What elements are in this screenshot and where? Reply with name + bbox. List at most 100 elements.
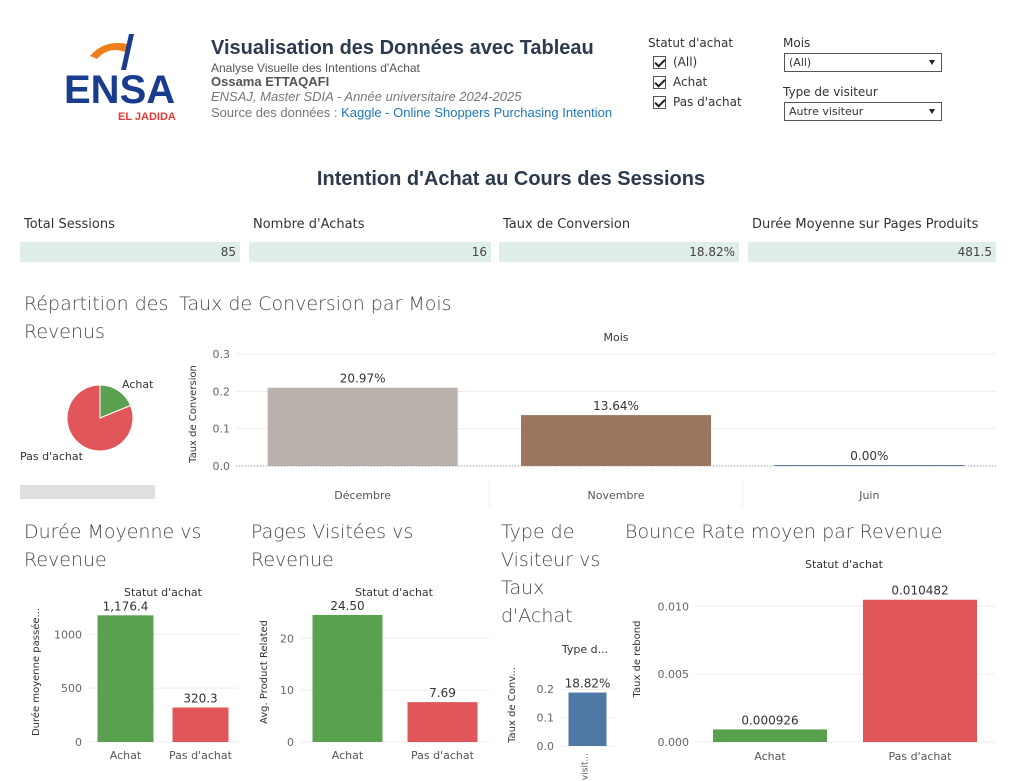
kpi-label-duree: Durée Moyenne sur Pages Produits xyxy=(752,217,979,232)
main-title: Intention d'Achat au Cours des Sessions xyxy=(316,168,706,190)
statut-option-pas-achat[interactable]: Pas d'achat xyxy=(653,92,742,112)
logo-stroke xyxy=(121,34,134,70)
visiteur-chart-title: Type de Visiteur vs Taux d'Achat xyxy=(501,521,601,627)
visiteur-filter-label: Type de visiteur xyxy=(783,85,878,99)
pie-chart-title: Répartition des Revenus xyxy=(24,293,169,343)
kpi-label-sessions: Total Sessions xyxy=(24,217,115,232)
chart-header: Statut d'achat xyxy=(124,586,203,599)
x-category-label: Achat xyxy=(754,750,786,763)
chart-header: Statut d'achat xyxy=(355,586,434,599)
y-tick-label: 0.1 xyxy=(213,423,231,436)
conversion-chart-title: Taux de Conversion par Mois xyxy=(179,293,452,315)
chevron-down-icon xyxy=(929,60,935,65)
bar-autre-visit-[interactable] xyxy=(568,692,607,746)
pie-scrollbar[interactable] xyxy=(20,485,155,499)
kpi-value-sessions: 85 xyxy=(20,242,240,262)
statut-option-all[interactable]: (All) xyxy=(653,52,742,72)
bounce-bar-chart: Statut d'achat 0.000 0.005 0.010 Taux de reb… xyxy=(632,558,995,763)
x-category-label: Achat xyxy=(332,749,364,762)
bar-novembre[interactable] xyxy=(521,415,711,466)
pages-chart-title: Pages Visitées vs Revenue xyxy=(251,521,414,571)
x-category-label: Pas d'achat xyxy=(411,749,475,762)
x-category-label: Achat xyxy=(110,749,142,762)
statut-filter: (All) Achat Pas d'achat xyxy=(653,52,742,112)
statut-option-achat[interactable]: Achat xyxy=(653,72,742,92)
ensa-logo: ENSA EL JADIDA xyxy=(60,32,185,127)
kpi-label-conversion: Taux de Conversion xyxy=(503,217,631,232)
logo-swoosh xyxy=(90,43,132,59)
bar-pas-d-achat[interactable] xyxy=(172,707,229,742)
pages-bar-chart: Statut d'achat 0 10 20 Avg. Product Related 2… xyxy=(259,586,490,762)
kpi-label-achats: Nombre d'Achats xyxy=(253,217,365,232)
pie-slice-achat[interactable] xyxy=(99,384,132,419)
data-source-link[interactable]: Kaggle - Online Shoppers Purchasing Inte… xyxy=(341,105,613,120)
statut-option-label: Pas d'achat xyxy=(673,95,742,109)
y-axis-label: Taux de Conversion xyxy=(188,365,199,464)
y-axis-label: Avg. Product Related xyxy=(259,620,270,724)
institution-line: ENSAJ, Master SDIA - Année universitaire… xyxy=(211,89,522,104)
y-tick-label: 0.3 xyxy=(213,348,231,361)
bar-data-label: 24.50 xyxy=(330,599,364,613)
y-axis-label: Taux de rebond xyxy=(632,621,643,699)
bar-d-cembre[interactable] xyxy=(267,387,458,466)
y-tick-label: 0.1 xyxy=(537,712,555,725)
checkbox-icon[interactable] xyxy=(653,95,666,109)
bar-data-label: 0.010482 xyxy=(891,584,948,598)
x-category-label: Décembre xyxy=(334,489,391,502)
y-tick-label: 0 xyxy=(75,736,82,749)
bar-pas-d-achat[interactable] xyxy=(863,599,977,742)
bar-data-label: 320.3 xyxy=(183,692,217,706)
logo-subtext: EL JADIDA xyxy=(118,111,176,123)
visiteur-dropdown[interactable]: Autre visiteur xyxy=(784,102,942,121)
x-category-label: Autre visit... xyxy=(581,753,591,781)
y-axis-label: Taux de Conv... xyxy=(507,667,518,744)
duree-bar-chart: Statut d'achat 0 500 1000 Durée moyenne pass… xyxy=(30,586,238,762)
x-category-label: Juin xyxy=(858,489,879,502)
pie-label-pas-achat: Pas d'achat xyxy=(20,450,84,463)
visiteur-bar-chart: Type d... 0.0 0.1 0.2 Taux de Conv... 18.82% A… xyxy=(507,643,615,781)
bar-achat[interactable] xyxy=(312,614,383,742)
dashboard-subtitle: Analyse Visuelle des Intentions d'Achat xyxy=(211,61,420,75)
visiteur-dropdown-value: Autre visiteur xyxy=(789,105,864,118)
bar-data-label: 7.69 xyxy=(429,686,456,700)
bar-achat[interactable] xyxy=(713,729,827,742)
y-tick-label: 0.2 xyxy=(537,683,555,696)
duree-chart-title: Durée Moyenne vs Revenue xyxy=(24,521,202,571)
chart-header: Mois xyxy=(603,331,628,344)
chart-header: Statut d'achat xyxy=(805,558,884,571)
y-tick-label: 0.010 xyxy=(658,600,690,613)
kpi-value-duree: 481.5 xyxy=(748,242,996,262)
pie-slice-pas-achat[interactable] xyxy=(66,384,134,452)
y-tick-label: 0 xyxy=(287,736,294,749)
bar-data-label: 13.64% xyxy=(593,399,639,413)
dashboard-title: Visualisation des Données avec Tableau xyxy=(211,37,594,59)
pie-label-achat: Achat xyxy=(122,378,154,391)
data-source-prefix: Source des données : xyxy=(211,105,342,120)
bar-achat[interactable] xyxy=(97,615,154,742)
y-tick-label: 0.0 xyxy=(537,740,555,753)
chart-header: Type d... xyxy=(561,643,608,656)
x-category-label: Pas d'achat xyxy=(169,749,233,762)
bar-data-label: 1,176.4 xyxy=(103,599,149,613)
mois-dropdown[interactable]: (All) xyxy=(784,53,942,72)
bar-data-label: 0.00% xyxy=(850,449,888,463)
y-tick-label: 1000 xyxy=(54,628,82,641)
x-category-label: Novembre xyxy=(588,489,645,502)
statut-option-label: (All) xyxy=(673,55,698,69)
y-tick-label: 0.0 xyxy=(213,460,231,473)
y-tick-label: 10 xyxy=(280,684,294,697)
checkbox-icon[interactable] xyxy=(653,75,666,89)
bar-pas-d-achat[interactable] xyxy=(407,702,478,742)
checkbox-icon[interactable] xyxy=(653,55,666,69)
pie-chart: Achat Pas d'achat xyxy=(20,378,155,499)
conversion-bar-chart: Mois 0.0 0.1 0.2 0.3 Taux de Conversion 20.97%… xyxy=(188,331,996,506)
bounce-chart-title: Bounce Rate moyen par Revenue xyxy=(625,521,943,543)
y-tick-label: 0.2 xyxy=(213,385,231,398)
y-tick-label: 500 xyxy=(61,682,82,695)
y-tick-label: 0.000 xyxy=(658,736,690,749)
statut-option-label: Achat xyxy=(673,75,708,89)
y-tick-label: 20 xyxy=(280,632,294,645)
mois-filter-label: Mois xyxy=(783,36,811,50)
statut-filter-label: Statut d'achat xyxy=(648,36,734,50)
mois-dropdown-value: (All) xyxy=(789,56,812,69)
